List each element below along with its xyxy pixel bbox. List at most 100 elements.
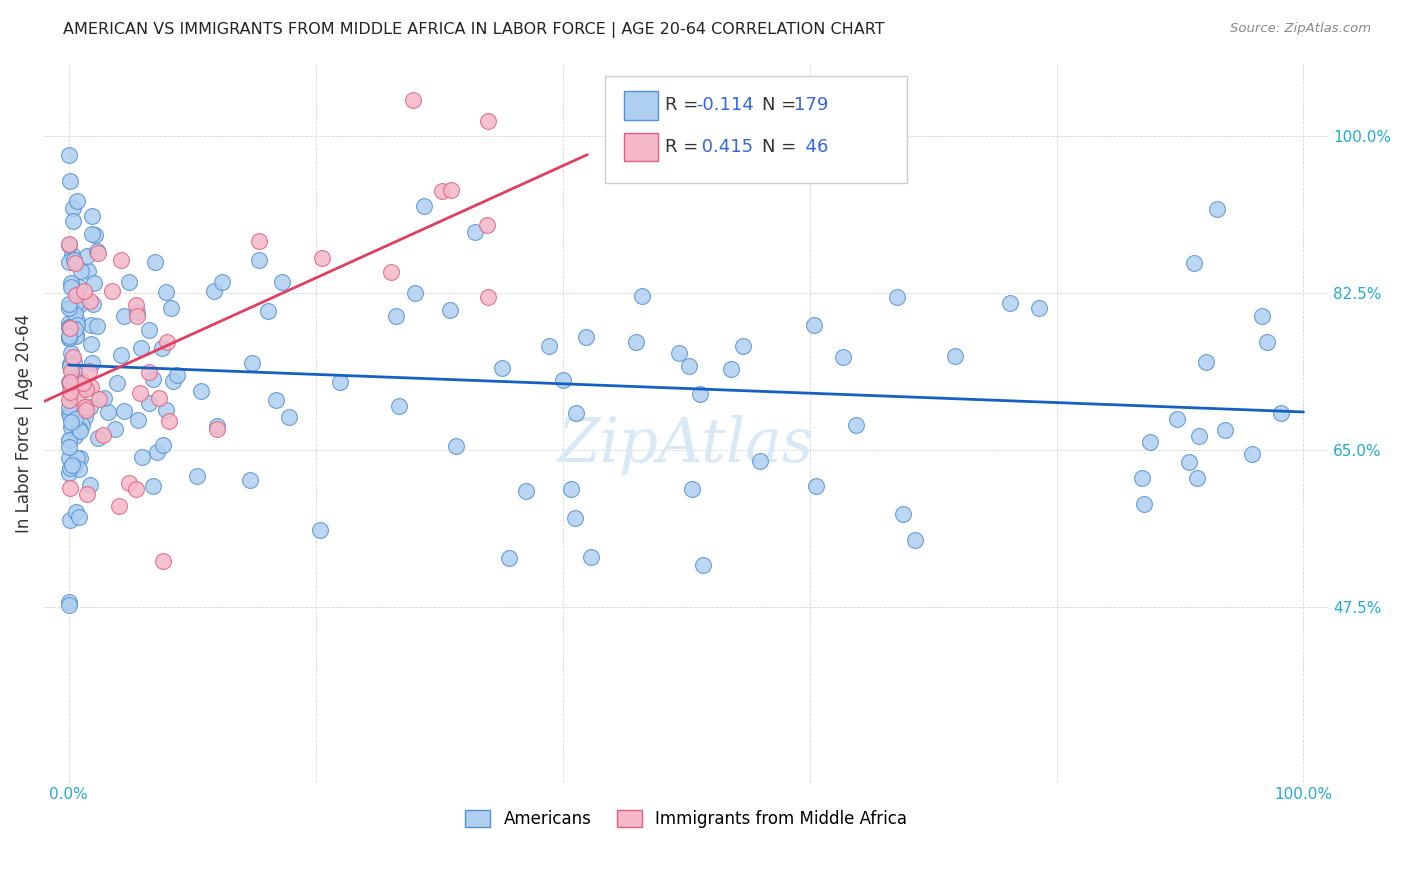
- Point: [309, 523, 332, 537]
- Point: [72, 376, 94, 391]
- Point: [63, 374, 86, 388]
- Point: [59, 359, 82, 373]
- Point: [329, 375, 352, 389]
- Point: [66, 450, 89, 465]
- Point: [278, 410, 301, 425]
- Point: [75, 409, 97, 424]
- Point: [247, 252, 270, 267]
- Point: [129, 386, 152, 401]
- Y-axis label: In Labor Force | Age 20-64: In Labor Force | Age 20-64: [15, 314, 32, 533]
- Point: [58, 466, 80, 480]
- Point: [1213, 423, 1236, 437]
- Point: [58, 598, 80, 612]
- Point: [86, 244, 108, 259]
- Point: [148, 391, 170, 405]
- Point: [477, 114, 499, 128]
- Point: [79, 400, 101, 414]
- Point: [65, 389, 87, 403]
- Text: 0.415: 0.415: [696, 138, 754, 156]
- Point: [146, 444, 169, 458]
- Point: [402, 93, 425, 107]
- Point: [1166, 412, 1188, 426]
- Point: [150, 341, 173, 355]
- Point: [69, 510, 91, 524]
- Point: [87, 431, 110, 445]
- Point: [65, 284, 87, 298]
- Point: [202, 285, 225, 299]
- Point: [412, 199, 434, 213]
- Point: [58, 406, 80, 420]
- Point: [311, 251, 333, 265]
- Point: [65, 307, 87, 321]
- Point: [112, 309, 135, 323]
- Point: [404, 285, 426, 300]
- Point: [565, 406, 588, 420]
- Point: [1185, 471, 1208, 485]
- Point: [62, 201, 84, 215]
- Point: [804, 479, 827, 493]
- Point: [70, 373, 93, 387]
- Point: [125, 297, 148, 311]
- Point: [63, 253, 86, 268]
- Point: [59, 481, 82, 495]
- Point: [1195, 355, 1218, 369]
- Point: [65, 288, 87, 302]
- Point: [631, 289, 654, 303]
- Point: [69, 451, 91, 466]
- Point: [1256, 335, 1278, 350]
- Point: [162, 375, 184, 389]
- Point: [59, 378, 82, 392]
- Point: [58, 331, 80, 345]
- Text: N =: N =: [762, 96, 801, 114]
- Point: [143, 255, 166, 269]
- Point: [58, 316, 80, 330]
- Point: [668, 346, 690, 360]
- Point: [845, 418, 868, 433]
- Point: [77, 264, 100, 278]
- Point: [190, 384, 212, 399]
- Point: [59, 364, 82, 378]
- Point: [998, 296, 1021, 310]
- Point: [58, 330, 80, 344]
- Point: [67, 422, 90, 436]
- Point: [551, 373, 574, 387]
- Point: [87, 392, 110, 406]
- Point: [211, 275, 233, 289]
- Point: [891, 508, 914, 522]
- Point: [58, 376, 80, 390]
- Point: [66, 194, 89, 209]
- Point: [59, 409, 82, 424]
- Point: [943, 350, 966, 364]
- Point: [240, 355, 263, 369]
- Point: [83, 276, 105, 290]
- Point: [131, 341, 153, 355]
- Point: [84, 228, 107, 243]
- Point: [560, 483, 582, 497]
- Point: [69, 424, 91, 438]
- Point: [142, 372, 165, 386]
- Point: [498, 550, 520, 565]
- Point: [77, 364, 100, 378]
- Point: [112, 404, 135, 418]
- Point: [80, 209, 103, 223]
- Point: [100, 284, 122, 298]
- Point: [125, 482, 148, 496]
- Point: [59, 375, 82, 389]
- Point: [155, 285, 177, 299]
- Point: [256, 303, 278, 318]
- Text: 46: 46: [794, 138, 828, 156]
- Point: [1028, 301, 1050, 316]
- Point: [65, 327, 87, 342]
- Point: [186, 468, 208, 483]
- Point: [515, 483, 537, 498]
- Point: [67, 280, 90, 294]
- Point: [93, 392, 115, 406]
- Point: [205, 419, 228, 434]
- Point: [63, 366, 86, 380]
- Point: [239, 473, 262, 487]
- Point: [76, 486, 98, 500]
- Point: [271, 275, 294, 289]
- Point: [58, 301, 80, 316]
- Text: R =: R =: [665, 96, 704, 114]
- Point: [65, 329, 87, 343]
